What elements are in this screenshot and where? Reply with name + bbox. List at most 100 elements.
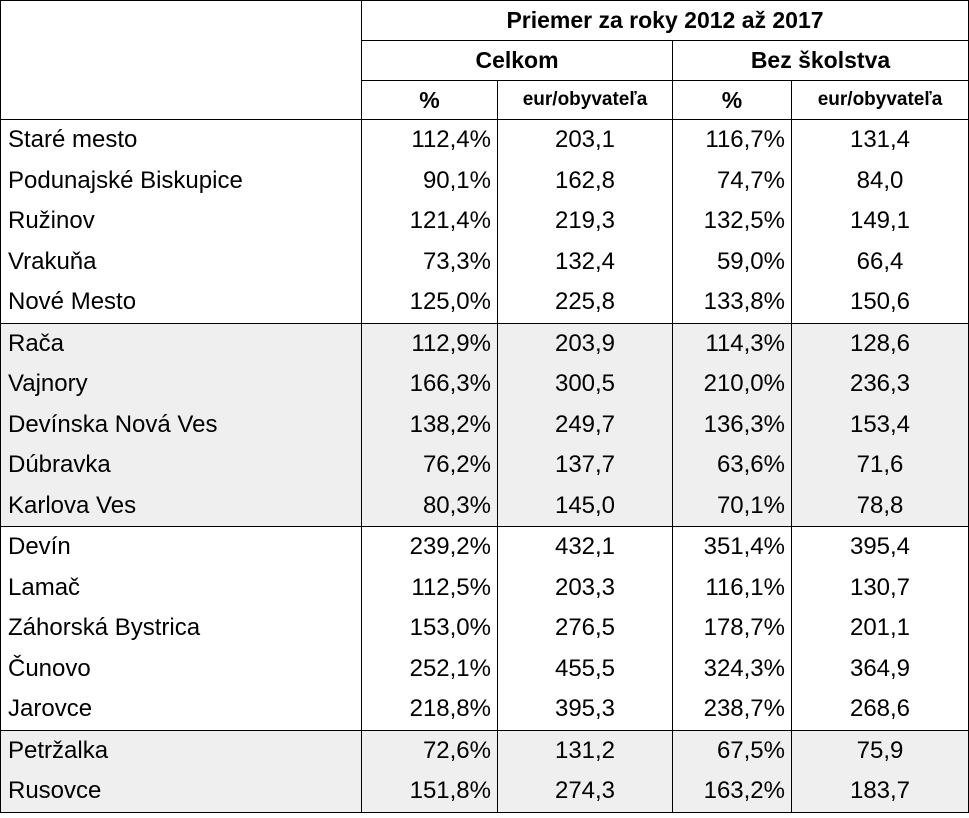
table-row: Devínska Nová Ves 138,2% 249,7 136,3% 153,4 <box>0 404 969 445</box>
without-schools-eur-cell: 71,6 <box>791 445 969 486</box>
col-header-without-schools-eur: eur/obyvateľa <box>791 80 969 120</box>
district-group: Devín 239,2% 432,1 351,4% 395,4 Lamač 112,5% 20… <box>0 526 969 730</box>
total-pct-cell: 239,2% <box>361 526 498 568</box>
district-name-cell: Ružinov <box>0 201 362 242</box>
total-eur-cell: 432,1 <box>497 526 673 568</box>
total-pct-cell: 125,0% <box>361 282 498 323</box>
district-group: Staré mesto 112,4% 203,1 116,7% 131,4 Podunaj… <box>0 119 969 323</box>
total-pct-cell: 252,1% <box>361 648 498 689</box>
total-eur-cell: 274,3 <box>497 771 673 813</box>
total-pct-cell: 218,8% <box>361 689 498 730</box>
without-schools-eur-cell: 149,1 <box>791 201 969 242</box>
table-row: Vajnory 166,3% 300,5 210,0% 236,3 <box>0 364 969 405</box>
total-eur-cell: 203,3 <box>497 567 673 608</box>
total-eur-cell: 132,4 <box>497 241 673 282</box>
total-pct-cell: 90,1% <box>361 160 498 201</box>
total-pct-cell: 112,4% <box>361 119 498 161</box>
district-name-cell: Karlova Ves <box>0 485 362 527</box>
district-name-cell: Staré mesto <box>0 119 362 161</box>
col-header-without-schools-pct: % <box>672 80 792 120</box>
district-name-cell: Petržalka <box>0 729 362 771</box>
without-schools-pct-cell: 74,7% <box>672 160 792 201</box>
without-schools-eur-cell: 150,6 <box>791 282 969 323</box>
total-pct-cell: 76,2% <box>361 445 498 486</box>
district-name-cell: Podunajské Biskupice <box>0 160 362 201</box>
district-name-cell: Vrakuňa <box>0 241 362 282</box>
total-pct-cell: 80,3% <box>361 485 498 527</box>
without-schools-pct-cell: 351,4% <box>672 526 792 568</box>
district-name-cell: Nové Mesto <box>0 282 362 323</box>
table-row: Staré mesto 112,4% 203,1 116,7% 131,4 <box>0 119 969 161</box>
district-name-cell: Dúbravka <box>0 445 362 486</box>
table-header: Priemer za roky 2012 až 2017 Celkom Bez … <box>0 0 969 120</box>
without-schools-eur-cell: 84,0 <box>791 160 969 201</box>
without-schools-eur-cell: 395,4 <box>791 526 969 568</box>
group-header-without-schools: Bez školstva <box>672 40 969 81</box>
district-name-cell: Rača <box>0 322 362 364</box>
total-pct-cell: 166,3% <box>361 364 498 405</box>
district-name-cell: Záhorská Bystrica <box>0 608 362 649</box>
district-group: Rača 112,9% 203,9 114,3% 128,6 Vajnory 166,3% 3… <box>0 322 969 527</box>
total-pct-cell: 151,8% <box>361 771 498 813</box>
total-eur-cell: 249,7 <box>497 404 673 445</box>
without-schools-eur-cell: 153,4 <box>791 404 969 445</box>
without-schools-pct-cell: 210,0% <box>672 364 792 405</box>
without-schools-eur-cell: 268,6 <box>791 689 969 730</box>
table-row: Čunovo 252,1% 455,5 324,3% 364,9 <box>0 648 969 689</box>
without-schools-eur-cell: 201,1 <box>791 608 969 649</box>
total-eur-cell: 145,0 <box>497 485 673 527</box>
without-schools-eur-cell: 236,3 <box>791 364 969 405</box>
table-title: Priemer za roky 2012 až 2017 <box>361 0 969 41</box>
group-header-total: Celkom <box>361 40 673 81</box>
without-schools-pct-cell: 116,7% <box>672 119 792 161</box>
total-pct-cell: 153,0% <box>361 608 498 649</box>
without-schools-eur-cell: 75,9 <box>791 729 969 771</box>
table-row: Lamač 112,5% 203,3 116,1% 130,7 <box>0 567 969 608</box>
without-schools-eur-cell: 364,9 <box>791 648 969 689</box>
without-schools-pct-cell: 67,5% <box>672 729 792 771</box>
without-schools-pct-cell: 116,1% <box>672 567 792 608</box>
total-pct-cell: 112,9% <box>361 322 498 364</box>
total-eur-cell: 137,7 <box>497 445 673 486</box>
header-corner-cell <box>0 0 362 120</box>
table-row: Petržalka 72,6% 131,2 67,5% 75,9 <box>0 729 969 771</box>
without-schools-pct-cell: 70,1% <box>672 485 792 527</box>
without-schools-pct-cell: 63,6% <box>672 445 792 486</box>
without-schools-eur-cell: 78,8 <box>791 485 969 527</box>
total-eur-cell: 276,5 <box>497 608 673 649</box>
without-schools-pct-cell: 132,5% <box>672 201 792 242</box>
total-pct-cell: 121,4% <box>361 201 498 242</box>
without-schools-pct-cell: 324,3% <box>672 648 792 689</box>
without-schools-pct-cell: 114,3% <box>672 322 792 364</box>
table-row: Vrakuňa 73,3% 132,4 59,0% 66,4 <box>0 241 969 282</box>
district-name-cell: Čunovo <box>0 648 362 689</box>
total-pct-cell: 73,3% <box>361 241 498 282</box>
without-schools-pct-cell: 136,3% <box>672 404 792 445</box>
col-header-total-pct: % <box>361 80 498 120</box>
without-schools-eur-cell: 128,6 <box>791 322 969 364</box>
total-eur-cell: 162,8 <box>497 160 673 201</box>
table-row: Ružinov 121,4% 219,3 132,5% 149,1 <box>0 201 969 242</box>
without-schools-pct-cell: 59,0% <box>672 241 792 282</box>
table-row: Karlova Ves 80,3% 145,0 70,1% 78,8 <box>0 485 969 527</box>
without-schools-pct-cell: 238,7% <box>672 689 792 730</box>
district-name-cell: Rusovce <box>0 771 362 813</box>
table-row: Devín 239,2% 432,1 351,4% 395,4 <box>0 526 969 568</box>
table-row: Podunajské Biskupice 90,1% 162,8 74,7% 84,0 <box>0 160 969 201</box>
district-name-cell: Devínska Nová Ves <box>0 404 362 445</box>
without-schools-eur-cell: 66,4 <box>791 241 969 282</box>
district-name-cell: Jarovce <box>0 689 362 730</box>
col-header-total-eur: eur/obyvateľa <box>497 80 673 120</box>
without-schools-pct-cell: 133,8% <box>672 282 792 323</box>
total-eur-cell: 225,8 <box>497 282 673 323</box>
district-name-cell: Vajnory <box>0 364 362 405</box>
district-name-cell: Lamač <box>0 567 362 608</box>
total-pct-cell: 112,5% <box>361 567 498 608</box>
total-eur-cell: 219,3 <box>497 201 673 242</box>
total-eur-cell: 395,3 <box>497 689 673 730</box>
table-row: Jarovce 218,8% 395,3 238,7% 268,6 <box>0 689 969 730</box>
table-row: Dúbravka 76,2% 137,7 63,6% 71,6 <box>0 445 969 486</box>
total-eur-cell: 203,9 <box>497 322 673 364</box>
without-schools-eur-cell: 130,7 <box>791 567 969 608</box>
table-row: Rusovce 151,8% 274,3 163,2% 183,7 <box>0 771 969 813</box>
